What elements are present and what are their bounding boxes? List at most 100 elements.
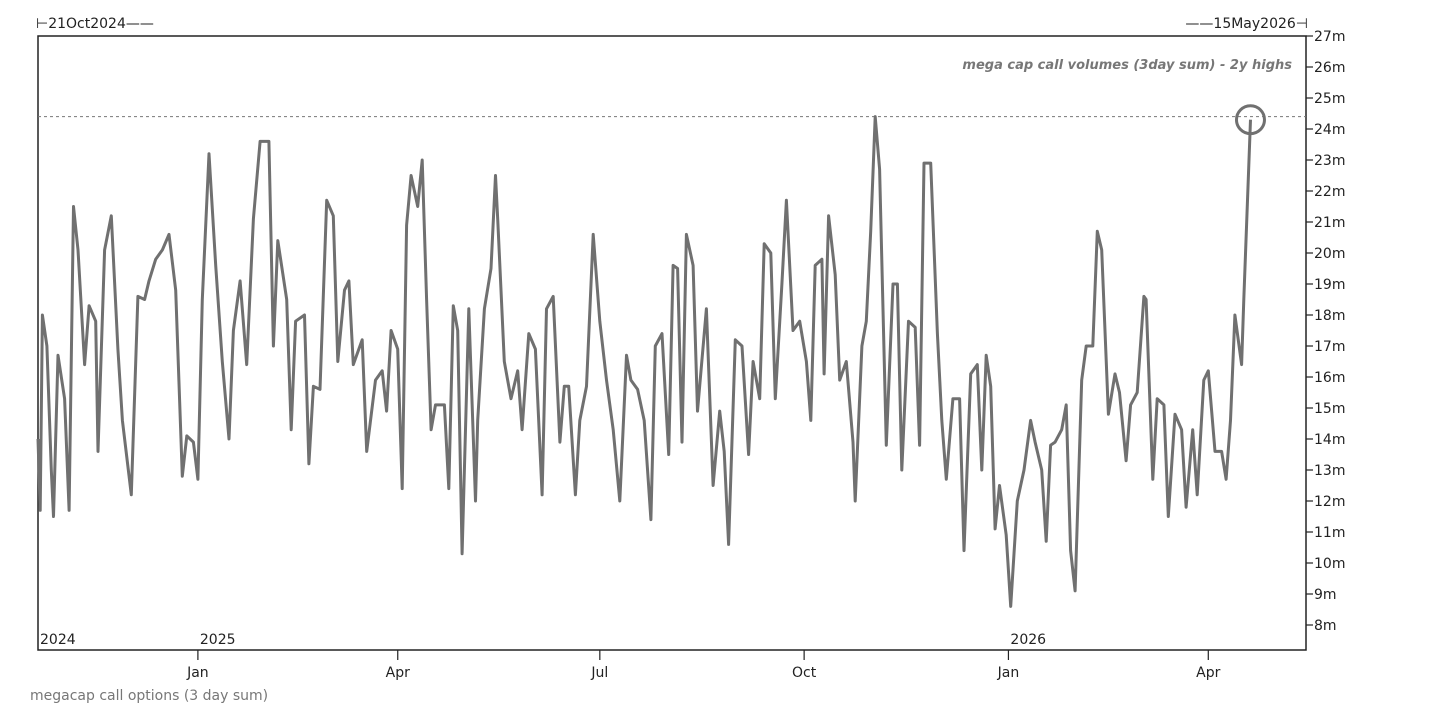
data-point xyxy=(774,397,777,400)
data-point xyxy=(347,279,350,282)
data-point xyxy=(185,434,188,437)
data-point xyxy=(1167,515,1170,518)
data-point xyxy=(585,385,588,388)
data-point xyxy=(503,360,506,363)
data-point xyxy=(680,441,683,444)
data-point xyxy=(116,348,119,351)
data-point xyxy=(945,478,948,481)
data-point xyxy=(907,320,910,323)
range-labels: ⊢21Oct2024—— ——15May2026⊣ xyxy=(36,16,1308,32)
data-point xyxy=(94,320,97,323)
data-point xyxy=(45,345,48,348)
y-tick-label: 20m xyxy=(1314,246,1345,262)
data-point xyxy=(174,289,177,292)
data-point xyxy=(1196,493,1199,496)
data-point xyxy=(421,159,424,162)
data-point xyxy=(496,217,499,220)
data-point xyxy=(267,140,270,143)
data-point xyxy=(718,410,721,413)
y-tick-label: 27m xyxy=(1314,29,1345,45)
data-point xyxy=(1040,469,1043,472)
data-point xyxy=(1049,444,1052,447)
y-tick-label: 26m xyxy=(1314,60,1345,76)
data-point xyxy=(820,258,823,261)
data-point xyxy=(769,252,772,255)
data-point xyxy=(798,320,801,323)
y-tick-label: 9m xyxy=(1314,587,1337,603)
data-point xyxy=(1242,298,1245,301)
data-point xyxy=(494,174,497,177)
plot-frame xyxy=(37,35,1307,651)
data-point xyxy=(661,332,664,335)
data-point xyxy=(1129,403,1132,406)
data-point xyxy=(951,397,954,400)
y-tick-label: 25m xyxy=(1314,91,1345,107)
data-point xyxy=(763,242,766,245)
data-point xyxy=(201,298,204,301)
data-point xyxy=(958,397,961,400)
data-point xyxy=(452,304,455,307)
data-point xyxy=(1029,419,1032,422)
data-point xyxy=(605,379,608,382)
data-point xyxy=(1136,391,1139,394)
data-point xyxy=(516,369,519,372)
data-point xyxy=(1045,540,1048,543)
data-point xyxy=(1069,549,1072,552)
data-point xyxy=(552,295,555,298)
data-point xyxy=(1016,500,1019,503)
data-point xyxy=(483,307,486,310)
data-point xyxy=(1240,363,1243,366)
data-point xyxy=(1114,372,1117,375)
data-point xyxy=(52,515,55,518)
y-tick-label: 14m xyxy=(1314,432,1345,448)
data-point xyxy=(56,354,59,357)
data-point xyxy=(1034,441,1037,444)
data-point xyxy=(196,478,199,481)
x-tick-label: Jan xyxy=(997,665,1020,681)
y-tick-label: 10m xyxy=(1314,556,1345,572)
data-point xyxy=(474,500,477,503)
data-point xyxy=(1225,478,1228,481)
x-tick-label: Oct xyxy=(792,665,817,681)
data-point xyxy=(940,419,943,422)
data-point xyxy=(390,329,393,332)
data-point xyxy=(307,462,310,465)
data-point xyxy=(1145,298,1148,301)
data-point xyxy=(401,487,404,490)
data-point xyxy=(636,388,639,391)
data-point xyxy=(467,307,470,310)
data-point xyxy=(121,419,124,422)
data-point xyxy=(896,283,899,286)
data-point xyxy=(343,289,346,292)
data-point xyxy=(625,354,628,357)
year-label: 2026 xyxy=(1010,632,1046,648)
y-tick-label: 24m xyxy=(1314,122,1345,138)
chart-annotation: mega cap call volumes (3day sum) - 2y hi… xyxy=(962,58,1292,73)
data-point xyxy=(734,338,737,341)
year-label: 2025 xyxy=(200,632,236,648)
data-point xyxy=(923,162,926,165)
data-point xyxy=(567,385,570,388)
data-point xyxy=(740,345,743,348)
data-point xyxy=(834,273,837,276)
data-point xyxy=(667,453,670,456)
data-point xyxy=(490,267,493,270)
data-point xyxy=(1060,428,1063,431)
data-point xyxy=(823,372,826,375)
data-point xyxy=(361,338,364,341)
data-point xyxy=(83,363,86,366)
data-point xyxy=(214,264,217,267)
data-point xyxy=(696,410,699,413)
y-tick-label: 15m xyxy=(1314,401,1345,417)
data-point xyxy=(272,345,275,348)
data-point xyxy=(1185,506,1188,509)
data-point xyxy=(865,320,868,323)
data-point xyxy=(221,360,224,363)
y-tick-label: 13m xyxy=(1314,463,1345,479)
year-label: 2024 xyxy=(40,632,76,648)
data-point xyxy=(1074,589,1077,592)
data-point xyxy=(1125,459,1128,462)
x-axis: Jan Apr Jul Oct Jan Apr xyxy=(186,650,1221,681)
data-point xyxy=(1065,403,1068,406)
